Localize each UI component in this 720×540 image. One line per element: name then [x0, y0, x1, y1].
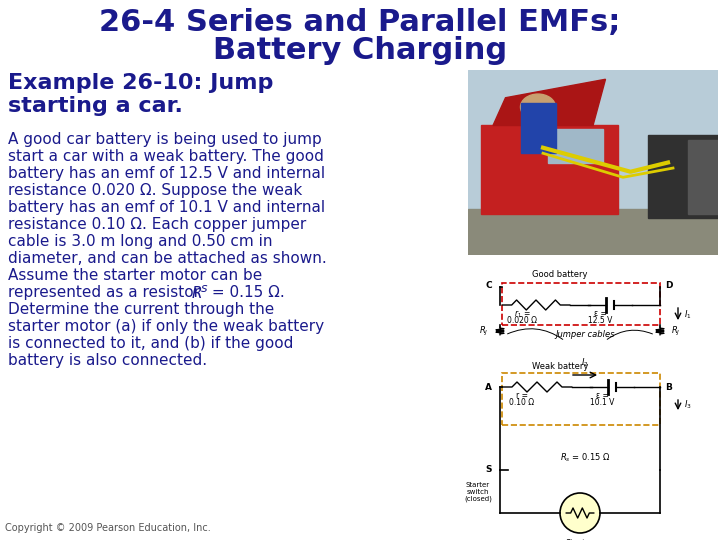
Bar	[468, 209, 718, 255]
Text: 0.020 Ω: 0.020 Ω	[507, 316, 537, 325]
Text: $r_1$ =: $r_1$ =	[513, 309, 531, 321]
Text: starter motor (a) if only the weak battery: starter motor (a) if only the weak batte…	[8, 319, 324, 334]
Circle shape	[560, 493, 600, 533]
Text: battery is also connected.: battery is also connected.	[8, 353, 207, 368]
Polygon shape	[493, 79, 606, 125]
Text: 12.5 V: 12.5 V	[588, 316, 612, 325]
Text: Assume the starter motor can be: Assume the starter motor can be	[8, 268, 262, 283]
Text: battery has an emf of 10.1 V and internal: battery has an emf of 10.1 V and interna…	[8, 200, 325, 215]
Text: S: S	[485, 465, 492, 475]
Text: $I_1$: $I_1$	[684, 309, 692, 321]
Text: Determine the current through the: Determine the current through the	[8, 302, 274, 317]
Text: $R_s$ = 0.15 Ω: $R_s$ = 0.15 Ω	[559, 451, 611, 464]
Text: starting a car.: starting a car.	[8, 96, 183, 116]
Text: B: B	[665, 382, 672, 392]
Text: Good battery: Good battery	[532, 270, 588, 279]
Bar	[648, 135, 718, 218]
Text: Copyright © 2009 Pearson Education, Inc.: Copyright © 2009 Pearson Education, Inc.	[5, 523, 211, 533]
Text: ε =: ε =	[593, 309, 606, 318]
Bar	[548, 129, 603, 163]
Bar	[480, 125, 618, 214]
Text: $R_J$: $R_J$	[480, 325, 489, 338]
Text: $I_3$: $I_3$	[684, 399, 692, 411]
Text: Starter
switch
(closed): Starter switch (closed)	[464, 482, 492, 502]
Text: battery has an emf of 12.5 V and internal: battery has an emf of 12.5 V and interna…	[8, 166, 325, 181]
Text: 10.1 V: 10.1 V	[590, 398, 614, 407]
Text: start a car with a weak battery. The good: start a car with a weak battery. The goo…	[8, 149, 324, 164]
Text: $R_J$: $R_J$	[671, 325, 680, 338]
Text: Weak battery: Weak battery	[532, 362, 588, 371]
Text: resistance 0.10 Ω. Each copper jumper: resistance 0.10 Ω. Each copper jumper	[8, 217, 306, 232]
Text: cable is 3.0 m long and 0.50 cm in: cable is 3.0 m long and 0.50 cm in	[8, 234, 272, 249]
Text: Starter: Starter	[565, 539, 595, 540]
Circle shape	[521, 94, 556, 120]
Text: A: A	[485, 382, 492, 392]
Text: 26-4 Series and Parallel EMFs;: 26-4 Series and Parallel EMFs;	[99, 8, 621, 37]
Text: resistance 0.020 Ω. Suppose the weak: resistance 0.020 Ω. Suppose the weak	[8, 183, 302, 198]
Text: diameter, and can be attached as shown.: diameter, and can be attached as shown.	[8, 251, 327, 266]
Text: 0.10 Ω: 0.10 Ω	[510, 398, 534, 407]
Text: $I_2$: $I_2$	[581, 356, 589, 369]
Text: D: D	[665, 280, 672, 289]
Text: $\mathit{R}$: $\mathit{R}$	[191, 285, 202, 301]
Text: Example 26-10: Jump: Example 26-10: Jump	[8, 73, 274, 93]
Text: is connected to it, and (b) if the good: is connected to it, and (b) if the good	[8, 336, 293, 351]
Text: $\mathit{s}$: $\mathit{s}$	[200, 282, 208, 295]
Text: Battery Charging: Battery Charging	[213, 36, 507, 65]
Text: A good car battery is being used to jump: A good car battery is being used to jump	[8, 132, 322, 147]
Text: C: C	[485, 280, 492, 289]
Text: ε =: ε =	[595, 391, 608, 400]
Bar	[521, 103, 556, 153]
Bar	[688, 140, 718, 214]
Text: represented as a resistor: represented as a resistor	[8, 285, 205, 300]
Text: r =: r =	[516, 391, 528, 400]
Bar	[502, 373, 660, 425]
Text: Jumper cables: Jumper cables	[555, 330, 615, 339]
Bar	[502, 283, 660, 325]
Text: = 0.15 Ω.: = 0.15 Ω.	[207, 285, 284, 300]
